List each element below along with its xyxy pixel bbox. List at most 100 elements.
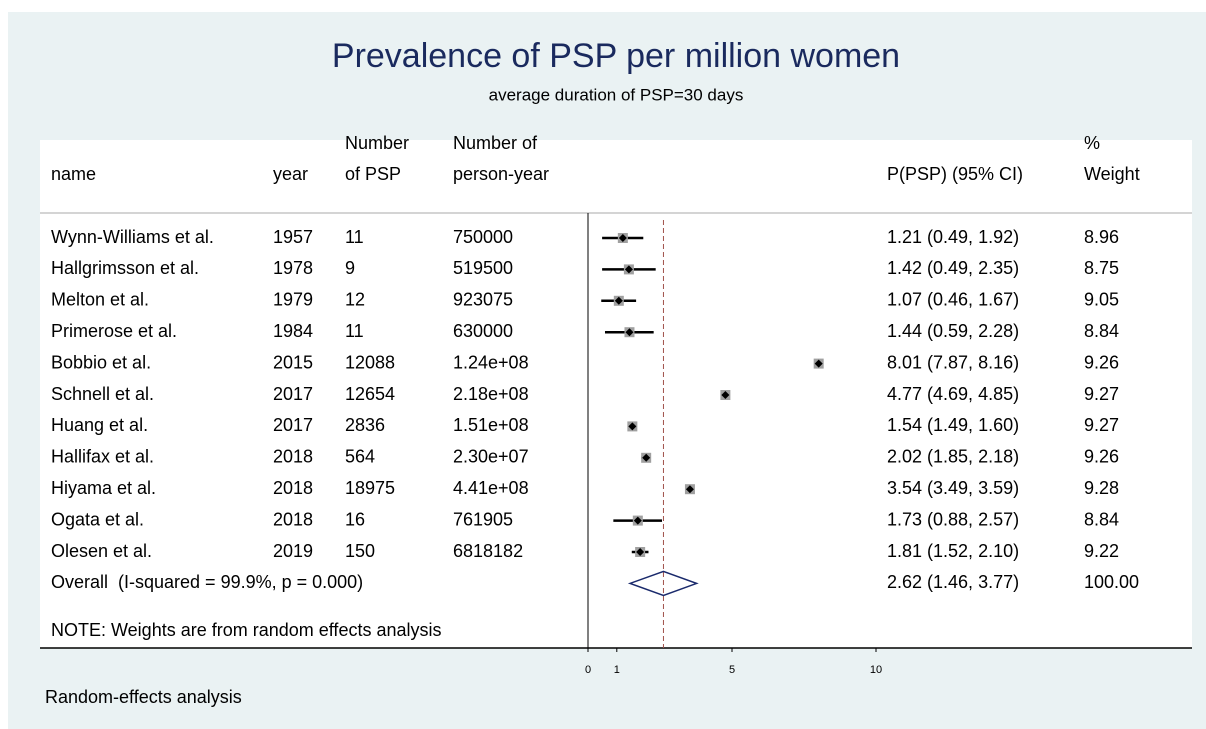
point-estimate xyxy=(814,359,823,368)
plot-area xyxy=(40,140,1192,648)
study-year: 2017 xyxy=(273,415,313,435)
study-weight: 8.96 xyxy=(1084,227,1119,247)
study-person-years: 519500 xyxy=(453,258,513,278)
point-estimate xyxy=(625,328,634,337)
footnote: Random-effects analysis xyxy=(45,687,242,707)
study-weight: 9.28 xyxy=(1084,478,1119,498)
column-header: % xyxy=(1084,133,1100,153)
point-estimate xyxy=(618,234,627,242)
study-year: 1957 xyxy=(273,227,313,247)
study-name: Huang et al. xyxy=(51,415,148,435)
overall-name: Overall (I-squared = 99.9%, p = 0.000) xyxy=(51,572,363,592)
study-estimate: 1.44 (0.59, 2.28) xyxy=(887,321,1019,341)
column-header: Weight xyxy=(1084,164,1140,184)
column-header: Number of xyxy=(453,133,538,153)
study-n: 16 xyxy=(345,509,365,529)
study-n: 12 xyxy=(345,290,365,310)
study-name: Melton et al. xyxy=(51,290,149,310)
study-n: 12654 xyxy=(345,384,395,404)
overall-diamond xyxy=(627,570,699,597)
study-n: 12088 xyxy=(345,352,395,372)
study-n: 11 xyxy=(345,227,364,247)
x-tick-label: 10 xyxy=(870,664,882,676)
study-weight: 9.27 xyxy=(1084,384,1119,404)
study-year: 2015 xyxy=(273,352,313,372)
study-n: 564 xyxy=(345,447,375,467)
study-person-years: 1.24e+08 xyxy=(453,352,529,372)
study-name: Schnell et al. xyxy=(51,384,154,404)
study-year: 2017 xyxy=(273,384,313,404)
study-n: 9 xyxy=(345,258,355,278)
study-estimate: 1.21 (0.49, 1.92) xyxy=(887,227,1019,247)
study-name: Ogata et al. xyxy=(51,509,144,529)
study-estimate: 1.07 (0.46, 1.67) xyxy=(887,290,1019,310)
study-weight: 9.26 xyxy=(1084,352,1119,372)
study-estimate: 1.42 (0.49, 2.35) xyxy=(887,258,1019,278)
study-weight: 9.22 xyxy=(1084,541,1119,561)
chart-subtitle: average duration of PSP=30 days xyxy=(489,85,744,104)
study-name: Wynn-Williams et al. xyxy=(51,227,214,247)
study-person-years: 761905 xyxy=(453,509,513,529)
study-estimate: 2.02 (1.85, 2.18) xyxy=(887,447,1019,467)
column-header: person-year xyxy=(453,164,549,184)
column-header: Number xyxy=(345,133,409,153)
x-tick-label: 1 xyxy=(614,664,620,676)
study-estimate: 1.73 (0.88, 2.57) xyxy=(887,509,1019,529)
study-year: 2018 xyxy=(273,478,313,498)
column-header: P(PSP) (95% CI) xyxy=(887,164,1023,184)
study-estimate: 8.01 (7.87, 8.16) xyxy=(887,352,1019,372)
study-person-years: 630000 xyxy=(453,321,513,341)
study-weight: 9.27 xyxy=(1084,415,1119,435)
study-weight: 8.84 xyxy=(1084,321,1119,341)
point-estimate xyxy=(721,391,730,399)
study-person-years: 923075 xyxy=(453,290,513,310)
study-weight: 8.84 xyxy=(1084,509,1119,529)
point-estimate xyxy=(624,265,633,274)
overall-weight: 100.00 xyxy=(1084,572,1139,592)
study-estimate: 1.81 (1.52, 2.10) xyxy=(887,541,1019,561)
column-header: year xyxy=(273,164,308,184)
study-weight: 9.26 xyxy=(1084,447,1119,467)
study-n: 18975 xyxy=(345,478,395,498)
chart-title: Prevalence of PSP per million women xyxy=(332,37,900,75)
study-n: 11 xyxy=(345,321,364,341)
study-estimate: 4.77 (4.69, 4.85) xyxy=(887,384,1019,404)
column-header: of PSP xyxy=(345,164,401,184)
point-estimate xyxy=(636,548,645,556)
study-name: Hallgrimsson et al. xyxy=(51,258,199,278)
point-estimate xyxy=(614,296,623,305)
point-estimate xyxy=(685,485,694,494)
study-n: 150 xyxy=(345,541,375,561)
study-person-years: 2.18e+08 xyxy=(453,384,529,404)
point-estimate xyxy=(633,516,642,525)
note: NOTE: Weights are from random effects an… xyxy=(51,620,441,640)
point-estimate xyxy=(642,453,651,462)
study-person-years: 2.30e+07 xyxy=(453,447,529,467)
study-estimate: 1.54 (1.49, 1.60) xyxy=(887,415,1019,435)
study-year: 1978 xyxy=(273,258,313,278)
point-estimate xyxy=(628,422,637,431)
study-year: 1979 xyxy=(273,290,313,310)
study-year: 2018 xyxy=(273,509,313,529)
x-tick-label: 5 xyxy=(729,664,735,676)
study-person-years: 6818182 xyxy=(453,541,523,561)
column-header: name xyxy=(51,164,96,184)
study-estimate: 3.54 (3.49, 3.59) xyxy=(887,478,1019,498)
study-person-years: 750000 xyxy=(453,227,513,247)
study-person-years: 4.41e+08 xyxy=(453,478,529,498)
study-name: Olesen et al. xyxy=(51,541,152,561)
study-year: 1984 xyxy=(273,321,313,341)
study-year: 2018 xyxy=(273,447,313,467)
study-weight: 8.75 xyxy=(1084,258,1119,278)
study-name: Hiyama et al. xyxy=(51,478,156,498)
x-tick-label: 0 xyxy=(585,664,591,676)
study-person-years: 1.51e+08 xyxy=(453,415,529,435)
study-n: 2836 xyxy=(345,415,385,435)
study-name: Hallifax et al. xyxy=(51,447,154,467)
study-weight: 9.05 xyxy=(1084,290,1119,310)
study-name: Bobbio et al. xyxy=(51,352,151,372)
study-year: 2019 xyxy=(273,541,313,561)
study-name: Primerose et al. xyxy=(51,321,177,341)
